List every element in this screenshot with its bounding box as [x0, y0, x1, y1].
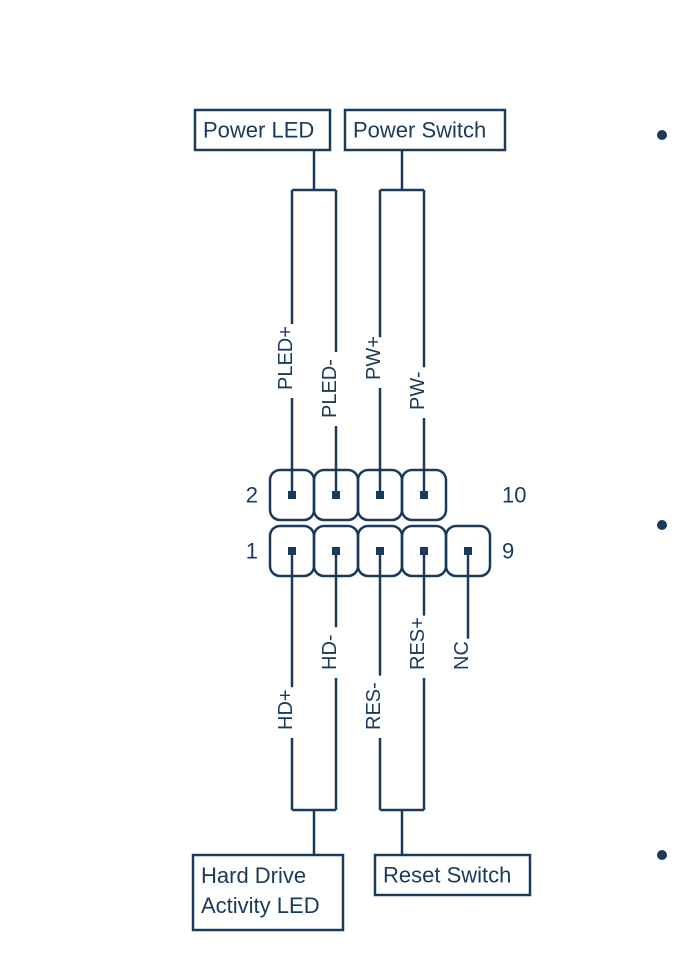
pin-number: 1	[246, 539, 258, 564]
box-label: Power LED	[203, 118, 314, 143]
pin-label: NC	[451, 641, 473, 670]
pin-number: 2	[246, 483, 258, 508]
pin-label: HD+	[275, 689, 297, 730]
bullet-dot	[657, 850, 667, 860]
pin-label: PW+	[363, 336, 385, 380]
bullet-dot	[657, 130, 667, 140]
pin-number: 10	[502, 483, 526, 508]
box-label: Reset Switch	[383, 863, 511, 888]
pin-label: RES+	[407, 617, 429, 670]
pin-label: RES-	[363, 682, 385, 730]
pin-number: 9	[502, 539, 514, 564]
pin-label: PLED+	[275, 326, 297, 390]
pin-label: PLED-	[319, 359, 341, 418]
bullet-dot	[657, 520, 667, 530]
pin-label: PW-	[407, 371, 429, 410]
box-label: Power Switch	[353, 118, 486, 143]
box-label: Activity LED	[201, 893, 320, 918]
pin-label: HD-	[319, 634, 341, 670]
box-label: Hard Drive	[201, 863, 306, 888]
